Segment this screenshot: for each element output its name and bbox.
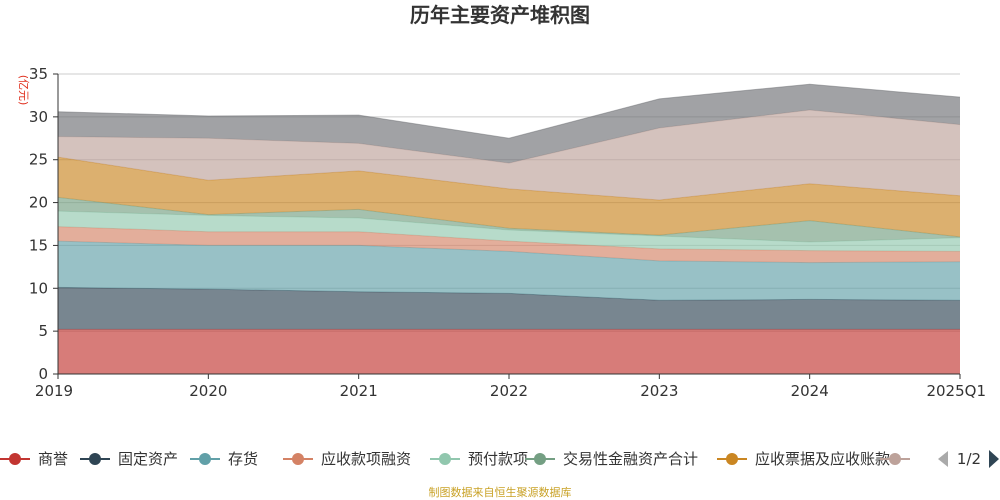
area-series-7 xyxy=(58,110,960,200)
legend-label: 交易性金融资产合计 xyxy=(563,450,698,468)
x-tick-label: 2020 xyxy=(189,382,227,400)
x-tick-label: 2023 xyxy=(640,382,678,400)
legend-label: 商誉 xyxy=(38,450,68,468)
area-series-6 xyxy=(58,157,960,237)
area-series xyxy=(57,83,961,374)
area-series-edge-1 xyxy=(57,286,961,301)
y-tick-label: 25 xyxy=(29,151,48,169)
y-tick-label: 10 xyxy=(29,279,48,297)
legend-label: 存货 xyxy=(228,450,258,468)
legend-prev-page-icon[interactable] xyxy=(938,451,948,467)
legend-dot-icon xyxy=(199,453,211,465)
legend-next-page-icon[interactable] xyxy=(989,450,999,468)
legend-item[interactable]: 应收款项融资 xyxy=(283,450,411,468)
legend-dot-icon xyxy=(534,453,546,465)
legend-label: 应收票据及应收账款 xyxy=(755,450,890,468)
legend-label: 预付款项 xyxy=(468,450,528,468)
area-series-1 xyxy=(58,287,960,330)
area-series-5 xyxy=(58,197,960,242)
area-series-edge-8 xyxy=(57,83,961,139)
legend-dot-icon xyxy=(89,453,101,465)
legend-dot-icon xyxy=(292,453,304,465)
y-tick-label: 30 xyxy=(29,108,48,126)
y-tick-label: 5 xyxy=(38,322,48,340)
y-tick-label: 15 xyxy=(29,236,48,254)
legend-item[interactable]: 交易性金融资产合计 xyxy=(525,450,698,468)
area-series-3 xyxy=(58,226,960,263)
area-series-0 xyxy=(58,329,960,374)
y-tick-label: 35 xyxy=(29,65,48,83)
legend-dot-icon xyxy=(439,453,451,465)
chart-title: 历年主要资产堆积图 xyxy=(410,3,590,27)
y-axis-unit-label: (亿元) xyxy=(17,75,30,106)
legend-label: 固定资产 xyxy=(118,450,178,468)
y-tick-label: 20 xyxy=(29,194,48,212)
legend-dot-icon xyxy=(889,453,901,465)
legend[interactable]: 商誉 固定资产 存货 应收款项融资 预付款项 交易性金融资产合计 应收票据及应收账款 1/2 xyxy=(0,450,999,468)
y-tick-label: 0 xyxy=(38,365,48,383)
axes: 0 5 10 15 20 25 30 35 2019 2020 2021 2022 2023 2024 20… xyxy=(29,65,986,400)
x-tick-label: 2025Q1 xyxy=(926,382,986,400)
legend-item[interactable]: 固定资产 xyxy=(80,450,178,468)
data-source-note: 制图数据来自恒生聚源数据库 xyxy=(429,485,572,499)
area-series-8 xyxy=(58,84,960,164)
legend-item[interactable]: 存货 xyxy=(190,450,258,468)
x-tick-label: 2022 xyxy=(490,382,528,400)
area-series-4 xyxy=(58,211,960,252)
legend-page-indicator: 1/2 xyxy=(957,450,981,468)
legend-dot-icon xyxy=(9,453,21,465)
area-series-2 xyxy=(58,241,960,301)
legend-label: 应收款项融资 xyxy=(321,450,411,468)
x-tick-label: 2024 xyxy=(791,382,829,400)
legend-item[interactable] xyxy=(880,453,910,465)
legend-item[interactable]: 预付款项 xyxy=(430,450,528,468)
legend-dot-icon xyxy=(726,453,738,465)
legend-item[interactable]: 商誉 xyxy=(0,450,68,468)
x-tick-label: 2019 xyxy=(35,382,73,400)
x-tick-label: 2021 xyxy=(340,382,378,400)
legend-item[interactable]: 应收票据及应收账款 xyxy=(717,450,890,468)
